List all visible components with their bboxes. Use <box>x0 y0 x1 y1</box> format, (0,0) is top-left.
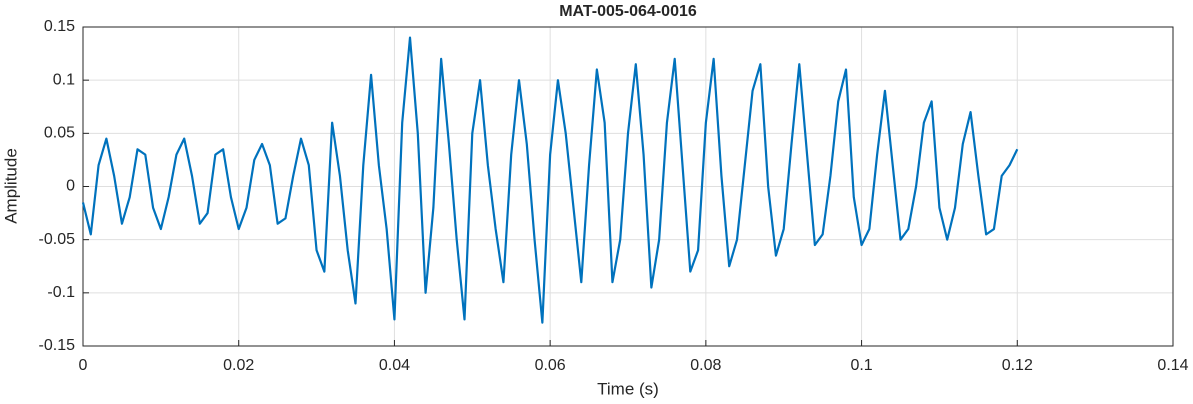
x-tick-label: 0.08 <box>690 357 721 374</box>
x-tick-label: 0.02 <box>223 357 254 374</box>
x-axis-label: Time (s) <box>597 379 659 398</box>
x-tick-label: 0.06 <box>535 357 566 374</box>
y-tick-label: 0.05 <box>44 125 75 142</box>
y-tick-label: 0 <box>66 178 75 195</box>
y-axis-label: Amplitude <box>1 148 20 224</box>
x-tick-label: 0.04 <box>379 357 410 374</box>
y-tick-label: -0.15 <box>39 337 76 354</box>
y-tick-label: 0.1 <box>53 71 75 88</box>
y-tick-label: -0.05 <box>39 231 76 248</box>
axes-box <box>82 26 1174 347</box>
x-tick-label: 0 <box>79 357 88 374</box>
x-tick-label: 0.12 <box>1002 357 1033 374</box>
chart-title: MAT-005-064-0016 <box>559 3 697 20</box>
y-tick-label: 0.15 <box>44 18 75 35</box>
waveform-line <box>81 36 1019 324</box>
x-tick-label: 0.1 <box>850 357 872 374</box>
y-tick-label: -0.1 <box>47 284 75 301</box>
x-tick-label: 0.14 <box>1157 357 1188 374</box>
